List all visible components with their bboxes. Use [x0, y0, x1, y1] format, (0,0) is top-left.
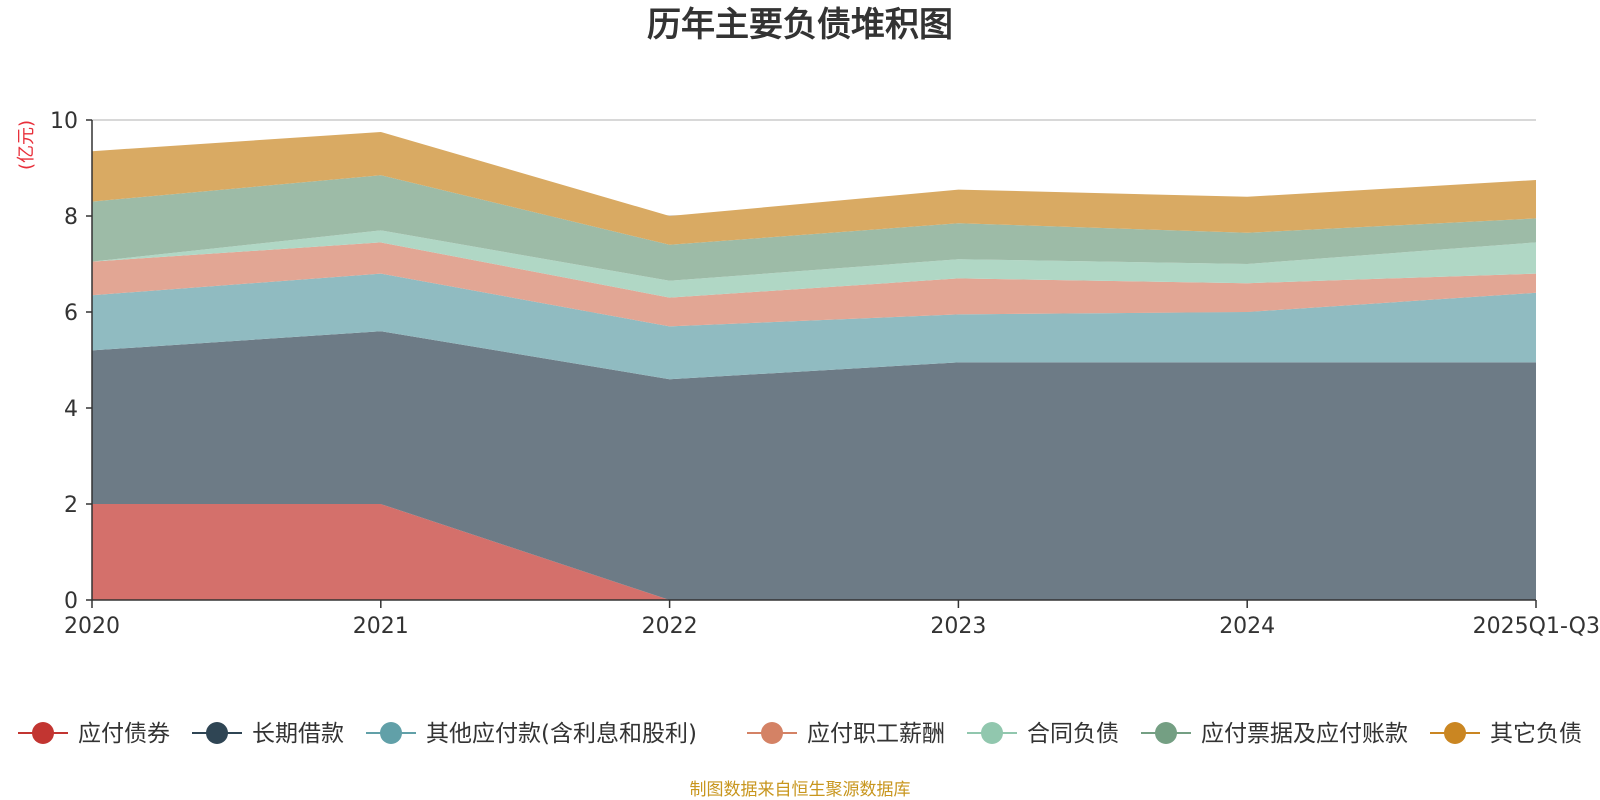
y-tick-label: 6	[64, 301, 78, 326]
legend-label: 其他应付款(含利息和股利)	[426, 721, 697, 747]
legend-marker	[206, 722, 228, 744]
legend-marker	[1155, 722, 1177, 744]
legend-item-1: 应付债券	[18, 721, 170, 747]
legend: 应付债券 长期借款 其他应付款(含利息和股利) 应付职工薪酬 合同负债 应付票据及应付账款…	[18, 721, 1582, 747]
legend-label: 应付债券	[78, 721, 170, 747]
legend-item-4: 应付职工薪酬	[747, 721, 945, 747]
area-series-2	[92, 331, 1536, 600]
axis-layer: 0 2 4 6 8 10 2020 2021 2022 2023 2024 2025Q1-Q3	[50, 109, 1600, 639]
legend-item-6: 应付票据及应付账款	[1141, 721, 1408, 747]
area-series-1	[92, 504, 1536, 600]
legend-item-3: 其他应付款(含利息和股利)	[366, 721, 697, 747]
legend-label: 应付职工薪酬	[807, 721, 945, 747]
legend-marker	[32, 722, 54, 744]
area-series-3	[92, 273, 1536, 380]
y-tick-label: 2	[64, 493, 78, 518]
legend-label: 应付票据及应付账款	[1201, 721, 1408, 747]
x-tick-label: 2023	[930, 614, 986, 639]
y-tick-label: 0	[64, 589, 78, 614]
x-tick-label: 2025Q1-Q3	[1473, 614, 1600, 639]
y-tick-label: 8	[64, 205, 78, 230]
x-tick-label: 2021	[353, 614, 409, 639]
area-series-7	[92, 132, 1536, 245]
source-note: 制图数据来自恒生聚源数据库	[690, 780, 911, 800]
legend-marker	[761, 722, 783, 744]
chart-title: 历年主要负债堆积图	[647, 5, 953, 45]
x-tick-label: 2024	[1219, 614, 1275, 639]
area-series-6	[92, 175, 1536, 281]
y-tick-label: 10	[50, 109, 78, 134]
y-tick-label: 4	[64, 397, 78, 422]
legend-item-7: 其它负债	[1430, 721, 1582, 747]
legend-label: 合同负债	[1027, 721, 1119, 747]
legend-label: 长期借款	[252, 721, 344, 747]
legend-item-5: 合同负债	[967, 721, 1119, 747]
x-tick-label: 2020	[64, 614, 120, 639]
legend-label: 其它负债	[1490, 721, 1582, 747]
legend-marker	[380, 722, 402, 744]
legend-item-2: 长期借款	[192, 721, 344, 747]
x-tick-label: 2022	[642, 614, 698, 639]
legend-marker	[981, 722, 1003, 744]
area-layer	[92, 132, 1536, 600]
area-series-5	[92, 230, 1536, 298]
y-axis-unit-label: (亿元)	[16, 120, 37, 170]
area-series-4	[92, 242, 1536, 327]
legend-marker	[1444, 722, 1466, 744]
